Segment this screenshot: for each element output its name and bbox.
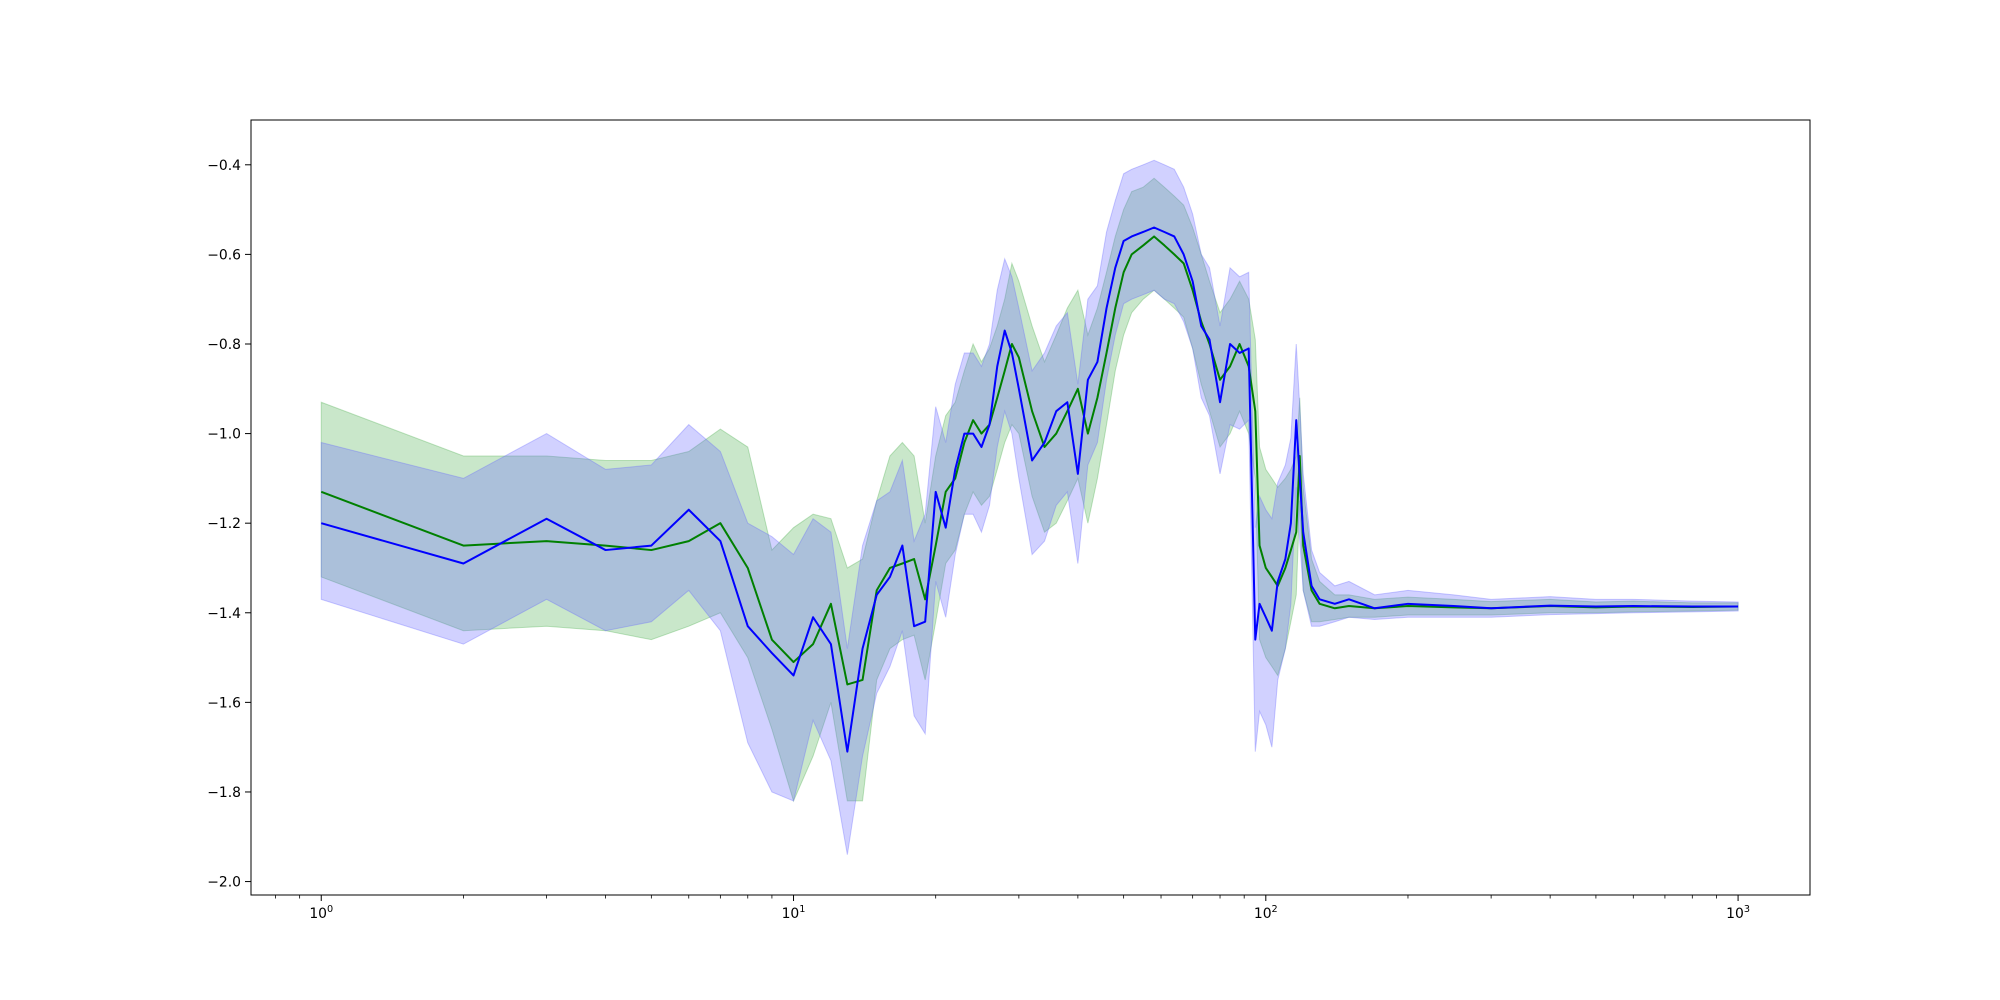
confidence-bands	[320, 159, 1739, 855]
x-axis: 100 101 102 103	[275, 895, 1750, 922]
y-tick-label: −0.6	[207, 247, 241, 263]
series-lines	[320, 226, 1739, 753]
x-tick-label: 100	[309, 904, 333, 922]
y-tick-label: −0.8	[207, 337, 241, 353]
x-tick-label: 103	[1726, 904, 1750, 922]
plot-frame	[250, 119, 1811, 896]
series-2-line	[320, 226, 1739, 753]
y-tick-label: −1.4	[207, 606, 241, 622]
series-1-band	[320, 177, 1739, 803]
y-tick-label: −1.0	[207, 427, 241, 443]
series-2-band	[320, 159, 1739, 855]
y-tick-label: −2.0	[207, 875, 241, 891]
x-tick-label: 102	[1254, 904, 1278, 922]
x-tick-label: 101	[782, 904, 806, 922]
y-tick-label: −0.4	[207, 158, 241, 174]
y-tick-label: −1.6	[207, 695, 241, 711]
y-axis: −0.4 −0.6 −0.8 −1.0 −1.2 −1.4 −1.6 −1.8 −2.0	[207, 158, 251, 891]
y-tick-label: −1.2	[207, 516, 241, 532]
y-tick-label: −1.8	[207, 785, 241, 801]
series-1-line	[320, 235, 1739, 686]
